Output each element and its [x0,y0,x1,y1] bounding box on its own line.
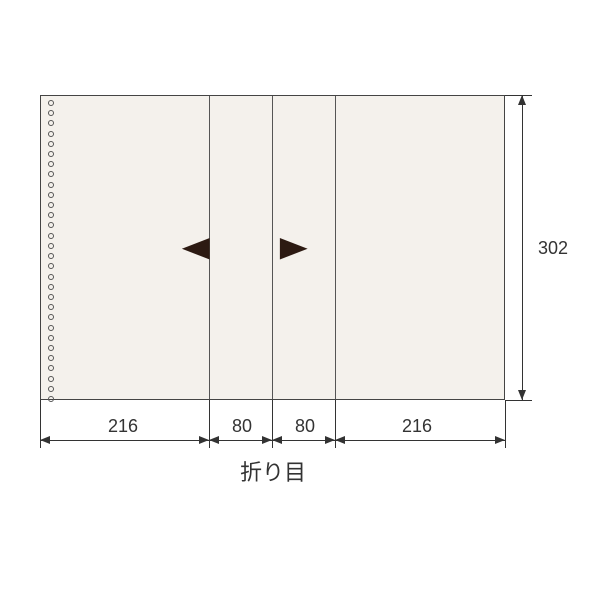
binder-hole [48,274,54,280]
width-dim-arrow-inner [262,436,272,444]
binder-hole [48,284,54,290]
width-dim-arrow-inner [199,436,209,444]
height-dim-arrow-bottom [518,390,526,400]
width-dim-arrow-left [40,436,50,444]
panel-1 [210,96,273,399]
width-dim-arrow-right [495,436,505,444]
binder-hole [48,243,54,249]
height-dim-arrow-top [518,95,526,105]
fold-arrow-right: ▶ [280,230,308,263]
binder-hole [48,386,54,392]
height-dim-line [522,95,523,400]
width-dim-value-1: 80 [232,416,252,437]
height-dim-value: 302 [538,238,568,259]
binder-hole [48,131,54,137]
width-dim-value-2: 80 [295,416,315,437]
diagram-canvas: ◀ ▶ 302 216 80 80 216 折り目 [0,0,600,600]
binder-hole [48,151,54,157]
binder-hole [48,192,54,198]
height-dim-ext-bottom [505,400,532,401]
fold-label: 折り目 [240,455,306,487]
sheet-outline [40,95,505,400]
binder-hole [48,335,54,341]
fold-arrow-left: ◀ [182,230,210,263]
binder-hole [48,294,54,300]
binder-hole [48,345,54,351]
binder-hole [48,182,54,188]
width-dim-arrow-inner [272,436,282,444]
binder-hole [48,233,54,239]
panel-3 [336,96,506,399]
binder-hole [48,396,54,402]
binder-hole [48,325,54,331]
width-dim-tick [505,400,506,448]
width-dim-value-0: 216 [108,416,138,437]
binder-hole [48,376,54,382]
width-dim-arrow-inner [209,436,219,444]
width-dim-value-3: 216 [402,416,432,437]
binder-hole [48,100,54,106]
width-dim-arrow-inner [325,436,335,444]
width-dim-arrow-inner [335,436,345,444]
binder-hole [48,141,54,147]
